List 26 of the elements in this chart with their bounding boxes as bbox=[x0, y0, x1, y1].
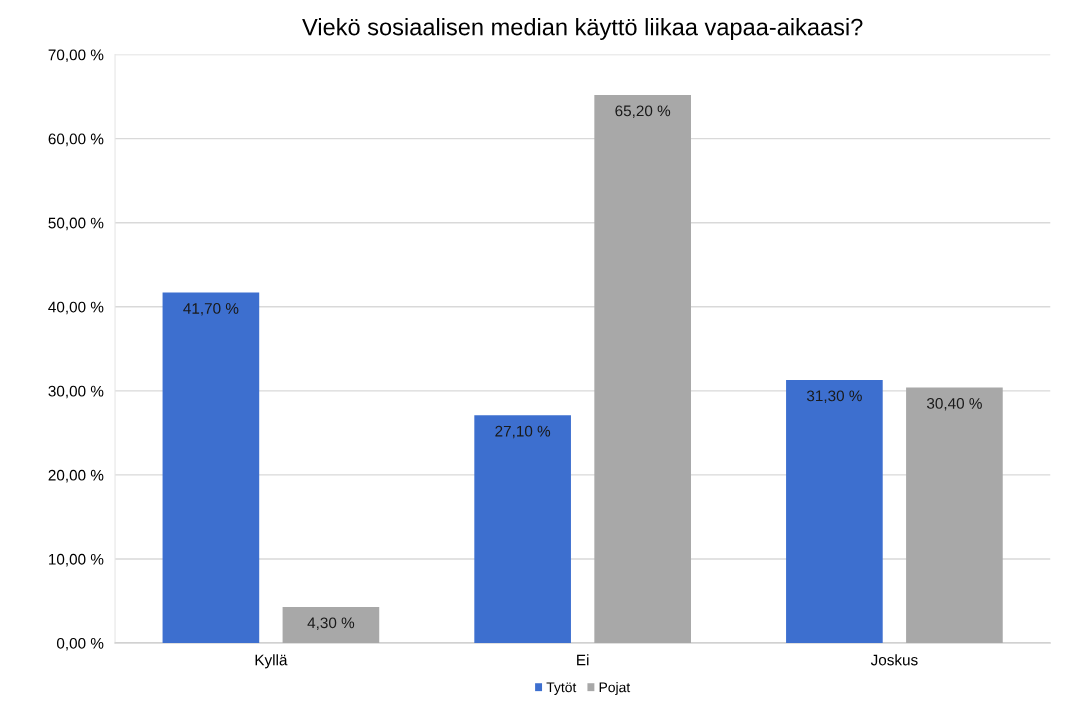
bar bbox=[162, 292, 260, 644]
data-label: 31,30 % bbox=[806, 390, 862, 404]
y-tick-label: 50,00 % bbox=[48, 217, 104, 231]
y-tick-label: 60,00 % bbox=[48, 133, 104, 147]
legend-label: Pojat bbox=[599, 682, 631, 695]
bar bbox=[906, 387, 1003, 644]
bar bbox=[474, 415, 571, 644]
bar bbox=[786, 379, 883, 644]
bar bbox=[282, 606, 380, 644]
y-tick-label: 10,00 % bbox=[49, 553, 104, 567]
data-label: 4,30 % bbox=[307, 617, 355, 631]
x-tick-label: Ei bbox=[577, 654, 589, 666]
y-tick-label: 70,00 % bbox=[48, 49, 104, 63]
y-tick-label: 0,00 % bbox=[56, 637, 104, 651]
data-label: 41,70 % bbox=[183, 302, 239, 316]
x-tick-label: Kyllä bbox=[255, 654, 288, 669]
data-label: 27,10 % bbox=[495, 425, 551, 439]
data-label: 30,40 % bbox=[926, 397, 982, 411]
y-tick-label: 40,00 % bbox=[48, 301, 104, 315]
y-tick-label: 30,00 % bbox=[48, 385, 104, 399]
chart-title: Viekö sosiaalisen median käyttö liikaa vapaa-aikaasi? bbox=[302, 18, 863, 41]
y-tick-label: 20,00 % bbox=[48, 469, 104, 483]
legend-label: Tytöt bbox=[546, 682, 577, 695]
x-tick-label: Joskus bbox=[870, 654, 918, 666]
bar bbox=[594, 94, 691, 644]
data-label: 65,20 % bbox=[615, 105, 671, 119]
